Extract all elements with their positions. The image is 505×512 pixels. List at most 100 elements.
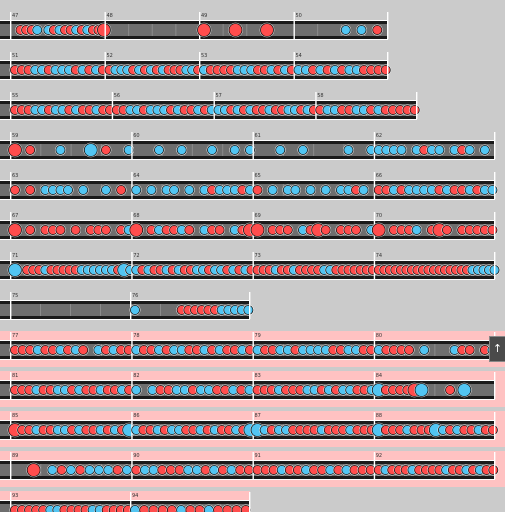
ka-note (229, 144, 240, 155)
lane-border-top (0, 20, 388, 21)
lane-border-bottom (0, 159, 495, 160)
measure-number: 48 (107, 13, 113, 19)
measure-number: 73 (255, 253, 261, 259)
beat-line (222, 144, 224, 156)
ka-note (356, 24, 367, 35)
measure-number: 54 (296, 53, 302, 59)
ka-note (121, 464, 132, 475)
bar-line (10, 332, 12, 359)
end-bar-line (387, 52, 389, 79)
don-note (157, 505, 168, 512)
measure-number: 50 (296, 13, 302, 19)
bar-line (10, 172, 12, 199)
lane-border-bottom (0, 359, 495, 360)
end-bar-line (249, 292, 251, 319)
don-note (487, 224, 498, 235)
ka-note (130, 505, 140, 512)
measure-number: 76 (132, 293, 138, 299)
bar-line (131, 372, 133, 399)
don-note (231, 505, 242, 512)
lane-border-bottom (0, 79, 388, 80)
ka-note (176, 505, 187, 512)
ka-note (203, 505, 214, 512)
measure-number: 74 (376, 253, 382, 259)
beat-line (434, 384, 436, 396)
ka-note (123, 144, 134, 155)
lane-border-bottom (0, 399, 495, 400)
don-note (487, 424, 498, 435)
end-bar-line (494, 132, 496, 159)
don-note (194, 505, 205, 512)
beat-line (313, 144, 315, 156)
lane-border-top (0, 60, 388, 61)
measure-number: 85 (12, 413, 18, 419)
measure-number: 69 (255, 213, 261, 219)
don-note (200, 464, 211, 475)
measure-number: 62 (376, 133, 382, 139)
don-note (197, 23, 211, 37)
ka-note (419, 344, 430, 355)
don-note (228, 23, 243, 37)
don-note (100, 224, 111, 235)
don-note (404, 344, 415, 355)
measure-number: 92 (376, 453, 382, 459)
measure-number: 79 (255, 333, 261, 339)
scroll-to-top-button[interactable]: ↑ (489, 336, 505, 362)
bar-line (199, 52, 201, 79)
end-bar-line (494, 412, 496, 439)
lane-border-top (0, 260, 495, 261)
beat-line (40, 144, 42, 156)
beat-line (191, 144, 193, 156)
beat-line (222, 24, 224, 36)
don-note (213, 505, 224, 512)
measure-number: 47 (12, 13, 18, 19)
don-note (464, 344, 475, 355)
ka-note (305, 184, 316, 195)
lane-border-bottom (0, 239, 495, 240)
bar-line (131, 412, 133, 439)
lane-border-bottom (0, 39, 388, 40)
beat-line (70, 304, 71, 316)
don-note (222, 505, 233, 512)
beat-line (434, 344, 436, 356)
end-bar-line (494, 212, 496, 239)
measure-number: 64 (133, 173, 139, 179)
lane-border-top (0, 180, 495, 181)
lane-border-top (0, 460, 495, 461)
don-note (25, 144, 36, 155)
beat-line (40, 304, 41, 316)
measure-number: 53 (201, 53, 207, 59)
measure-number: 75 (12, 293, 18, 299)
measure-number: 80 (376, 333, 382, 339)
ka-note (457, 383, 472, 397)
don-note (320, 224, 331, 235)
ka-note (396, 144, 407, 155)
bar-line (104, 52, 106, 79)
don-note (26, 463, 41, 477)
don-note (351, 224, 362, 235)
ka-note (131, 184, 142, 195)
lane-border-bottom (0, 319, 250, 320)
beat-line (317, 24, 319, 36)
lane-border-top (0, 380, 495, 381)
don-note (282, 224, 293, 235)
ka-note (103, 464, 114, 475)
ka-note (148, 464, 159, 475)
measure-number: 83 (255, 373, 261, 379)
lane-border-bottom (0, 439, 495, 440)
don-note (217, 464, 228, 475)
bar-line (10, 372, 12, 399)
measure-number: 57 (216, 93, 222, 99)
measure-number: 70 (376, 213, 382, 219)
measure-number: 51 (12, 53, 18, 59)
ka-note (209, 464, 220, 475)
measure-number: 89 (12, 453, 18, 459)
measure-number: 94 (132, 493, 138, 499)
bar-line (131, 332, 133, 359)
beat-line (128, 24, 130, 36)
end-bar-line (494, 172, 496, 199)
don-note (157, 464, 168, 475)
don-note (250, 223, 265, 237)
lane-border-top (0, 340, 495, 341)
